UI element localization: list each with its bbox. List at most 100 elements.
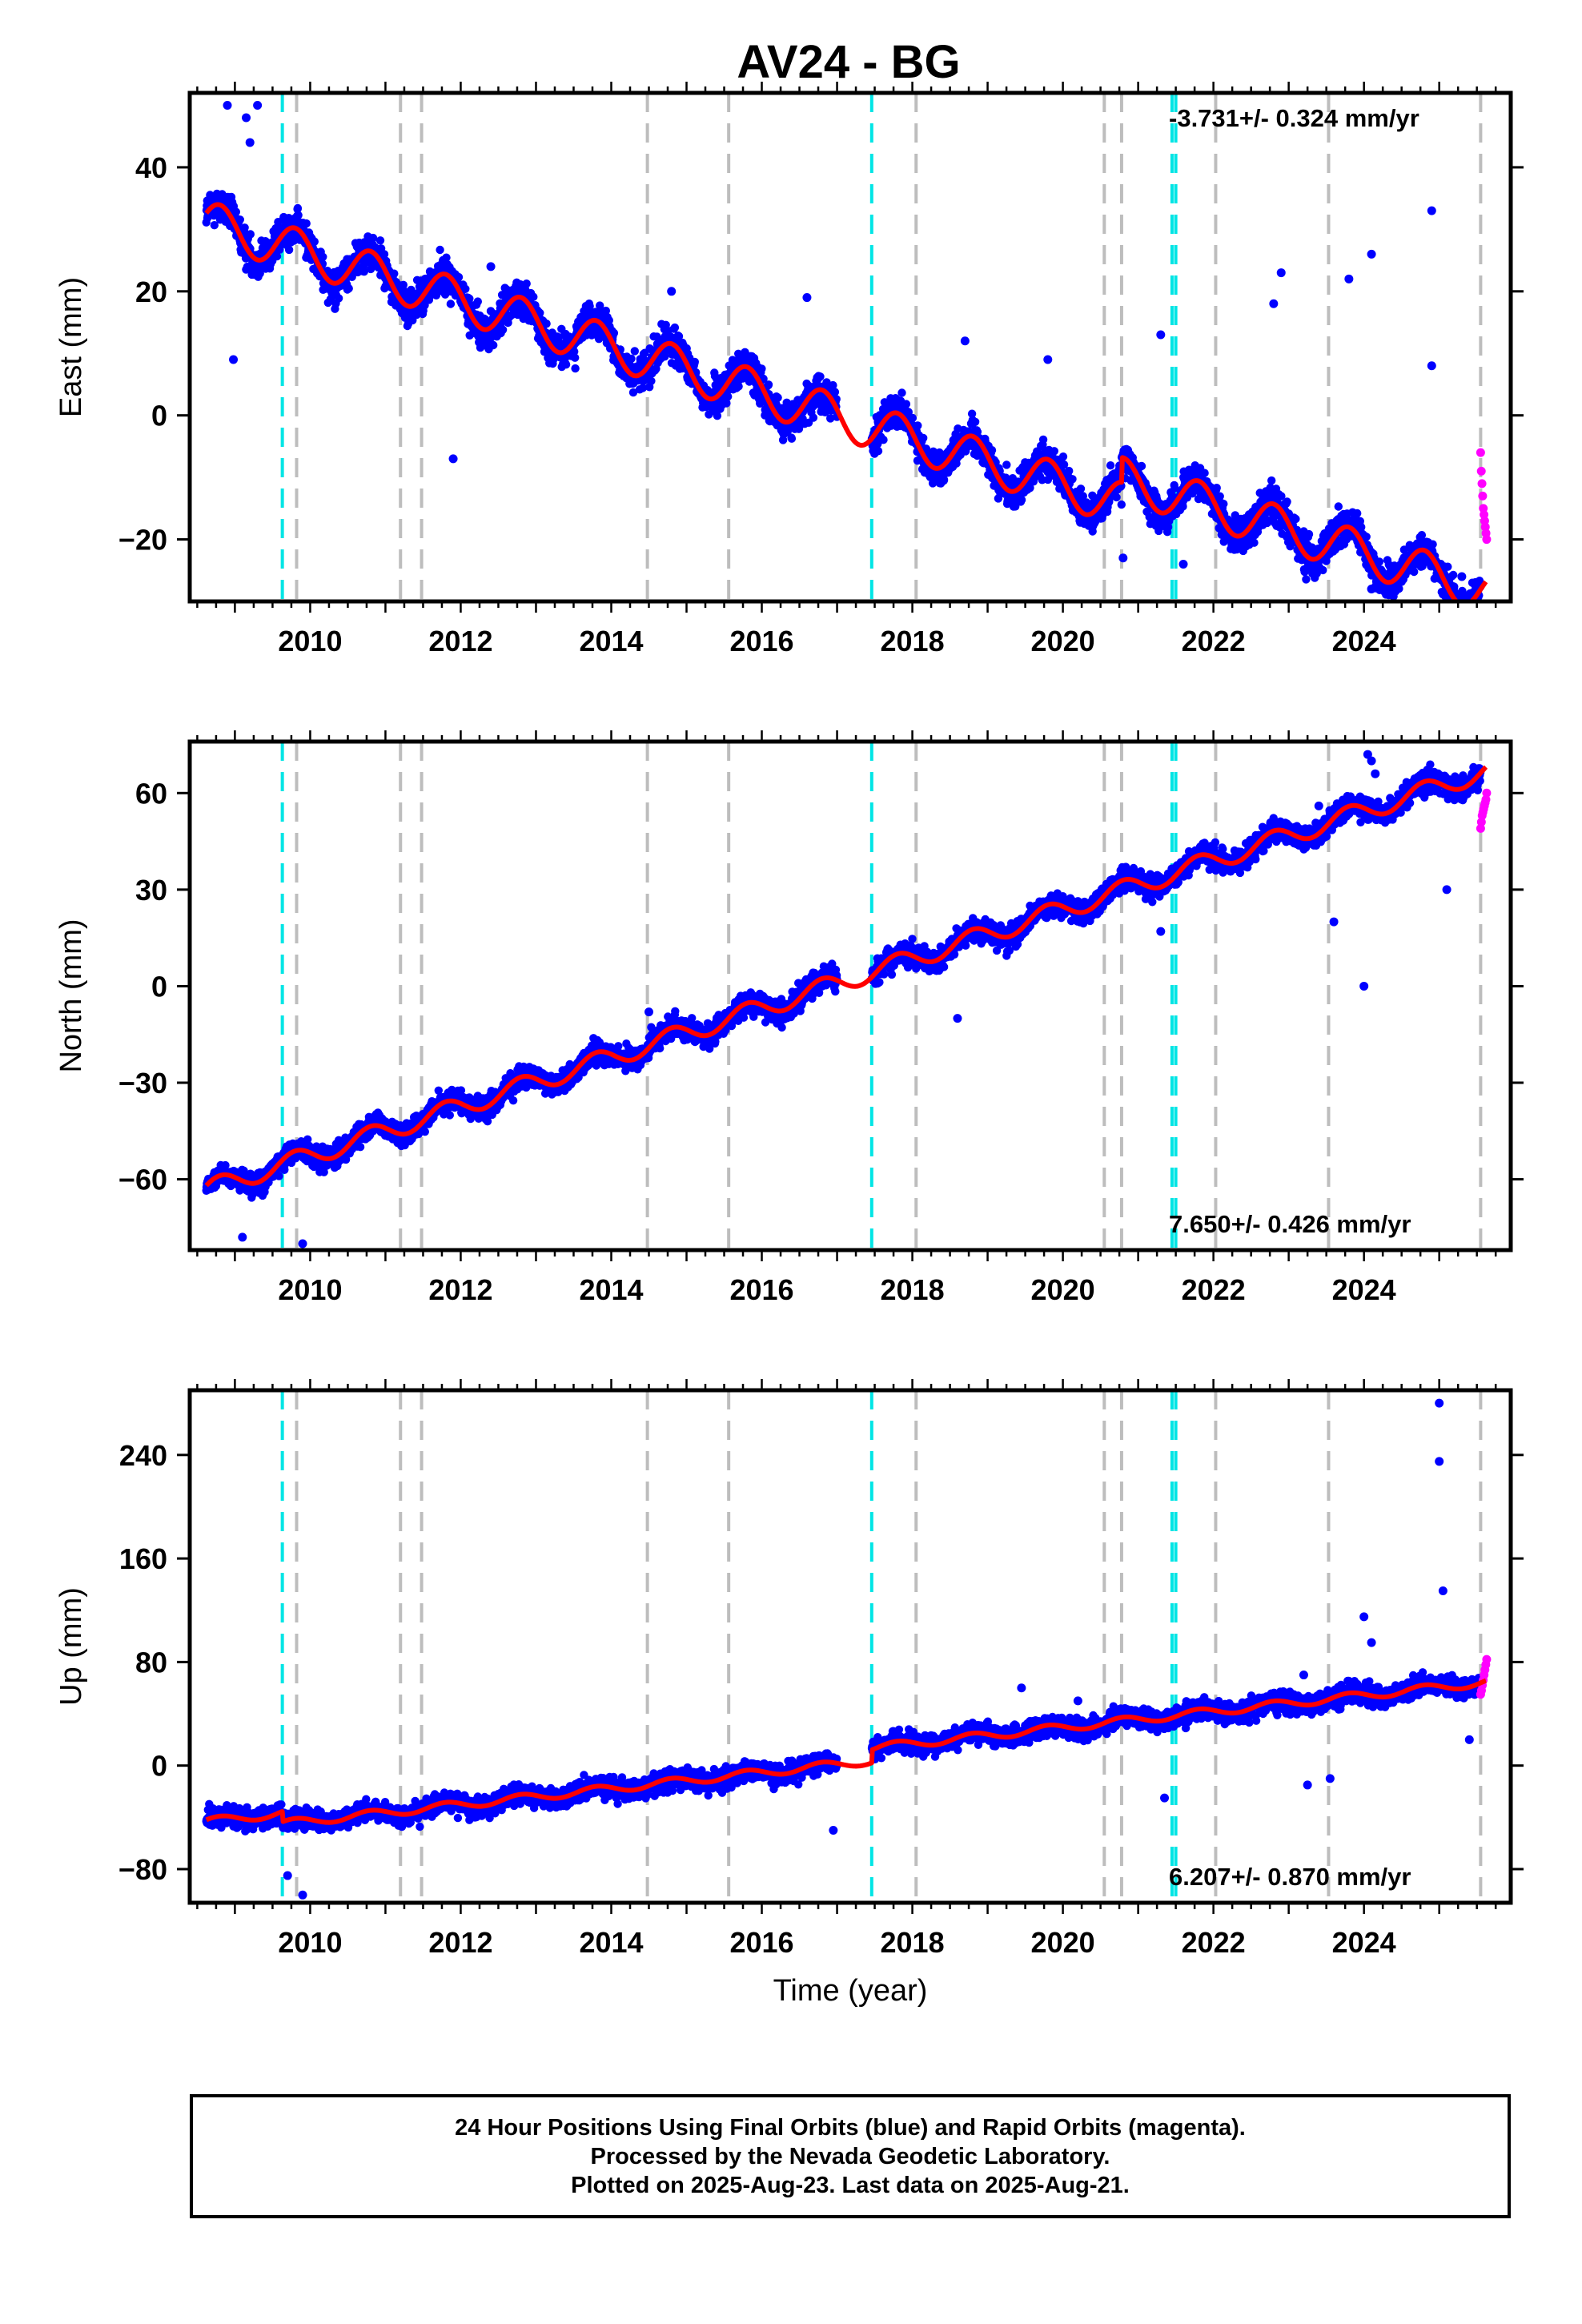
final-orbit-point — [987, 446, 997, 455]
final-orbit-point — [1453, 606, 1461, 614]
final-orbit-point — [1117, 500, 1126, 509]
final-orbit-point — [1353, 509, 1362, 518]
final-orbit-point — [529, 292, 538, 301]
final-orbit-points — [202, 100, 1485, 635]
final-orbit-point — [1464, 605, 1472, 613]
outlier-point — [802, 293, 812, 303]
final-orbit-point — [1454, 612, 1462, 620]
final-orbit-point — [1076, 485, 1086, 493]
outlier-point — [1367, 249, 1376, 259]
final-orbit-point — [246, 230, 255, 239]
final-orbit-point — [293, 203, 303, 213]
final-orbit-point — [1219, 500, 1228, 509]
final-orbit-point — [1030, 474, 1038, 483]
final-orbit-point — [1466, 604, 1474, 612]
panel-east: 2010 2012 2014 2016 2018 2020 2022 2024−2002040… — [54, 82, 1524, 657]
final-orbit-point — [334, 294, 343, 303]
final-orbit-point — [571, 364, 580, 373]
outlier-point — [486, 262, 496, 271]
final-orbit-point — [628, 388, 638, 397]
final-orbit-point — [570, 347, 579, 356]
final-orbit-point — [809, 413, 818, 422]
final-orbit-point — [446, 300, 456, 308]
final-orbit-point — [1078, 492, 1088, 501]
final-orbit-point — [1446, 604, 1454, 612]
final-orbit-point — [722, 399, 731, 408]
outlier-point — [1178, 560, 1188, 569]
outlier-point — [960, 336, 970, 346]
final-orbit-point — [489, 340, 498, 350]
outlier-point — [1269, 299, 1279, 308]
final-orbit-point — [275, 1172, 283, 1180]
final-orbit-point — [734, 382, 743, 391]
final-orbit-point — [1267, 476, 1276, 485]
final-orbit-point — [1452, 605, 1460, 613]
final-orbit-point — [1302, 575, 1311, 584]
final-orbit-point — [609, 328, 619, 338]
final-orbit-point — [1443, 562, 1452, 571]
final-orbit-points — [202, 750, 1485, 1248]
outlier-point — [1427, 206, 1436, 215]
final-orbit-point — [1417, 531, 1427, 540]
final-orbit-point — [1106, 461, 1115, 470]
final-orbit-point — [1460, 603, 1468, 611]
x-tick-label: 2024 — [1332, 625, 1396, 657]
final-orbit-point — [302, 219, 311, 228]
final-orbit-point — [1464, 605, 1472, 613]
final-orbit-point — [436, 245, 444, 255]
final-orbit-point — [390, 269, 399, 278]
outlier-point — [229, 355, 239, 364]
outlier-point — [245, 138, 255, 147]
final-orbit-point — [604, 316, 613, 325]
final-orbit-point — [1065, 466, 1074, 476]
final-orbit-point — [690, 357, 699, 367]
panel-frame — [187, 90, 1513, 604]
final-orbit-point — [1455, 613, 1463, 621]
final-orbit-point — [1464, 613, 1472, 621]
final-orbit-point — [359, 267, 368, 276]
x-tick-label: 2014 — [579, 625, 643, 657]
final-orbit-point — [967, 409, 977, 418]
final-orbit-point — [638, 384, 648, 392]
final-orbit-point — [1357, 523, 1366, 532]
final-orbit-point — [1464, 604, 1472, 612]
final-orbit-point — [1112, 493, 1121, 502]
outlier-point — [1367, 585, 1376, 594]
final-orbit-point — [1465, 607, 1473, 615]
final-orbit-point — [319, 252, 327, 261]
final-orbit-point — [1460, 627, 1468, 635]
y-tick-label: 0 — [151, 400, 167, 432]
outlier-point — [253, 100, 263, 110]
outlier-point — [223, 100, 232, 110]
x-tick-label: 2016 — [729, 625, 793, 657]
final-orbit-point — [240, 223, 249, 232]
final-orbit-point — [594, 335, 604, 344]
final-orbit-point — [1304, 529, 1314, 539]
outlier-point — [1427, 361, 1436, 371]
final-orbit-point — [1447, 606, 1455, 614]
final-orbit-point — [1468, 613, 1476, 621]
final-orbit-point — [561, 360, 571, 369]
final-orbit-point — [1068, 475, 1077, 484]
final-orbit-point — [1449, 570, 1458, 580]
x-tick-label: 2022 — [1182, 625, 1246, 657]
final-orbit-point — [522, 279, 531, 288]
final-orbit-point — [1469, 617, 1477, 625]
final-orbit-point — [670, 323, 680, 332]
outlier-point — [448, 454, 458, 464]
rapid-orbit-point — [1482, 535, 1492, 545]
panel-north: 2010 2012 2014 2016 2018 2020 2022 2024−60−3003… — [54, 730, 1524, 1306]
final-orbit-point — [1058, 452, 1068, 461]
rapid-orbit-point — [1476, 466, 1486, 476]
final-orbit-point — [970, 417, 980, 426]
final-orbit-point — [473, 297, 482, 306]
final-orbit-point — [498, 325, 508, 334]
rate-annotation: -3.731+/- 0.324 mm/yr — [1169, 104, 1419, 132]
y-tick-label: 40 — [135, 151, 167, 184]
final-orbit-point — [1212, 484, 1221, 493]
final-orbit-point — [1038, 435, 1048, 444]
outlier-point — [667, 287, 677, 296]
final-orbit-point — [627, 354, 636, 364]
y-tick-label: −20 — [118, 524, 167, 557]
final-orbit-point — [1463, 607, 1471, 615]
